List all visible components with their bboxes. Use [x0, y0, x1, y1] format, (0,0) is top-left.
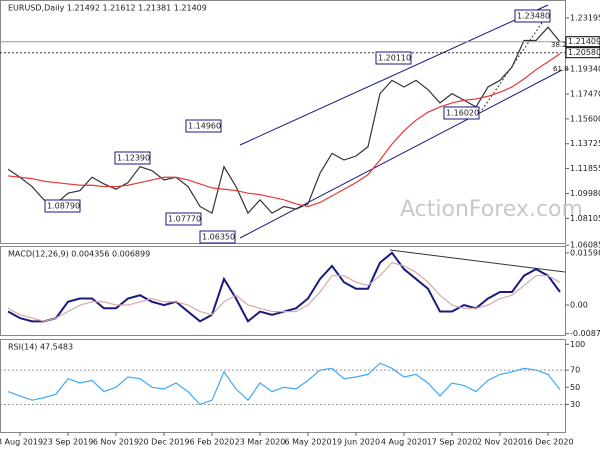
- price-box: [565, 47, 600, 59]
- annotation: 1.08790: [47, 202, 80, 211]
- series-line: [7, 26, 561, 215]
- channel-lower: [239, 69, 563, 239]
- annotation: 1.14960: [188, 122, 221, 131]
- y-tick-label: 1.08105: [570, 214, 600, 223]
- annotation: 1.20110: [378, 54, 411, 63]
- y-tick-label: 1.15600: [570, 114, 600, 123]
- y-tick-label: 1.19340: [570, 65, 600, 74]
- price-marker-label: 1.21409: [568, 37, 600, 46]
- rsi-title: RSI(14) 47.5483: [8, 343, 73, 352]
- y-tick-label: 1.09980: [570, 189, 600, 198]
- annotation: 1.07770: [168, 215, 201, 224]
- annotation-box: [443, 106, 480, 120]
- x-tick-label: 6 Nov 2019: [93, 438, 139, 447]
- x-tick-label: 8 Aug 2019: [0, 438, 43, 447]
- annotation-box: [185, 119, 222, 133]
- y-tick-label: 1.13725: [570, 139, 600, 148]
- fib-line: [481, 13, 549, 111]
- macd-panel: [0, 246, 566, 336]
- annotation: 1.16020: [446, 109, 479, 118]
- annotation: 1.12390: [117, 154, 150, 163]
- y-tick-label: 1.23195: [570, 13, 600, 22]
- y-tick-label: 1.11855: [570, 164, 600, 173]
- annotation-box: [199, 230, 236, 244]
- x-tick-label: 20 Dec 2019: [138, 438, 189, 447]
- annotation: 61.8: [553, 65, 569, 73]
- x-tick-label: 4 Aug 2020: [381, 438, 427, 447]
- annotation-box: [375, 51, 412, 65]
- annotation-box: [165, 212, 202, 226]
- annotation-box: [44, 199, 81, 213]
- annotation: 1.23480: [517, 12, 550, 21]
- x-tick-label: 16 Dec 2020: [522, 438, 573, 447]
- x-tick-label: 19 Jun 2020: [332, 438, 380, 447]
- x-tick-label: 2 Nov 2020: [477, 438, 523, 447]
- x-tick-label: 23 Sep 2019: [43, 438, 94, 447]
- y-tick-label: 0.00: [570, 301, 588, 310]
- y-tick-label: 1.17470: [570, 90, 600, 99]
- macd-title: MACD(12,26,9) 0.004356 0.006899: [8, 250, 150, 259]
- x-tick-label: 23 Mar 2020: [235, 438, 286, 447]
- channel-upper: [239, 4, 549, 146]
- x-tick-label: 6 May 2020: [284, 438, 331, 447]
- annotation: 1.06350: [202, 233, 235, 242]
- main-panel: [0, 0, 566, 244]
- y-tick-label: -0.008762: [570, 329, 600, 338]
- series-line: [7, 53, 561, 208]
- y-tick-label: 100: [570, 340, 585, 349]
- y-tick-label: 1.06085: [570, 241, 600, 250]
- watermark: ActionForex.com: [400, 197, 583, 222]
- rsi-panel: [0, 339, 566, 433]
- y-tick-label: 0.015983: [570, 248, 600, 257]
- y-tick-label: 50: [570, 383, 580, 392]
- annotation-box: [114, 151, 151, 165]
- y-tick-label: 30: [570, 400, 580, 409]
- x-tick-label: 6 Feb 2020: [190, 438, 235, 447]
- price-marker-label: 1.20580: [568, 48, 600, 57]
- price-box: [565, 36, 600, 48]
- annotation: 38.2: [551, 41, 567, 49]
- y-tick-label: 70: [570, 366, 580, 375]
- annotation-box: [514, 9, 551, 23]
- series-line: [7, 362, 561, 406]
- main-title: EURUSD,Daily 1.21492 1.21612 1.21381 1.2…: [8, 4, 207, 13]
- series-line: [7, 261, 561, 322]
- x-tick-label: 17 Sep 2020: [427, 438, 478, 447]
